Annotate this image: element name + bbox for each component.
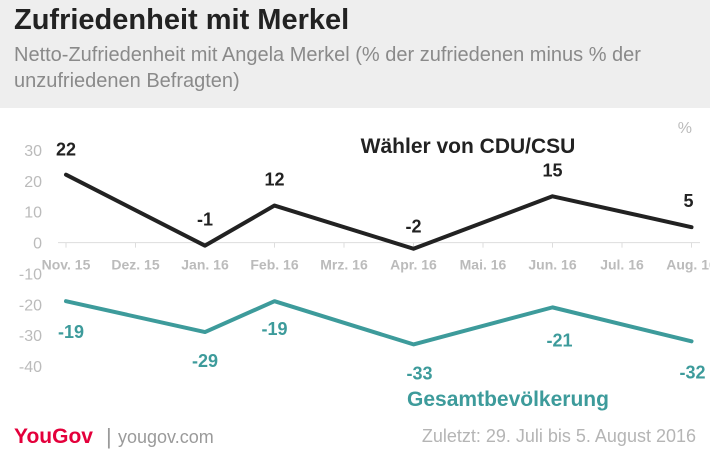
data-label: -33 [406, 363, 432, 383]
y-tick-label: 20 [24, 174, 42, 191]
series-name-label: Gesamtbevölkerung [407, 388, 609, 411]
data-label: 22 [56, 140, 76, 160]
data-label: -29 [192, 351, 218, 371]
y-tick-label: 30 [24, 143, 42, 160]
line-chart: Nov. 15 Dez. 15 Jan. 16 Feb. 16 Mrz. 16 Apr. … [19, 120, 710, 411]
header-band: Zufriedenheit mit Merkel Netto-Zufrieden… [0, 0, 710, 108]
data-label: 5 [683, 191, 693, 211]
x-tick-label: Apr. 16 [390, 257, 437, 273]
x-tick-label: Nov. 15 [42, 257, 91, 273]
footer-fieldwork-note: Zuletzt: 29. Juli bis 5. August 2016 [421, 426, 696, 446]
footer-url: yougov.com [118, 427, 214, 447]
y-unit-label: % [678, 120, 692, 137]
data-label: 15 [542, 160, 562, 180]
page-title: Zufriedenheit mit Merkel [14, 4, 350, 36]
y-tick-label: -10 [19, 266, 42, 283]
data-label: -19 [58, 322, 84, 342]
x-tick-label: Jun. 16 [528, 257, 576, 273]
x-tick-label: Mai. 16 [460, 257, 507, 273]
x-tick-label: Jan. 16 [181, 257, 229, 273]
y-tick-label: -30 [19, 328, 42, 345]
y-tick-label: 10 [24, 205, 42, 222]
x-tick-label: Aug. 16 [666, 257, 710, 273]
y-tick-label: -40 [19, 359, 42, 376]
data-label: 12 [264, 170, 284, 190]
y-tick-label: 0 [33, 236, 42, 253]
y-tick-label: -20 [19, 297, 42, 314]
data-label: -2 [405, 217, 421, 237]
series-line [64, 172, 694, 251]
yougov-logo: YouGov [14, 425, 93, 448]
data-label: -21 [546, 330, 572, 350]
page-subtitle: Netto-Zufriedenheit mit Angela Merkel (%… [14, 44, 641, 92]
x-tick-label: Jul. 16 [600, 257, 644, 273]
data-label: -19 [261, 319, 287, 339]
x-tick-label: Mrz. 16 [320, 257, 368, 273]
data-label: -32 [679, 362, 705, 382]
x-tick-label: Feb. 16 [250, 257, 298, 273]
x-tick-label: Dez. 15 [111, 257, 159, 273]
series-name-label: Wähler von CDU/CSU [361, 135, 576, 158]
footer-separator: | [106, 424, 112, 449]
series-line [64, 299, 694, 347]
data-label: -1 [197, 210, 213, 230]
